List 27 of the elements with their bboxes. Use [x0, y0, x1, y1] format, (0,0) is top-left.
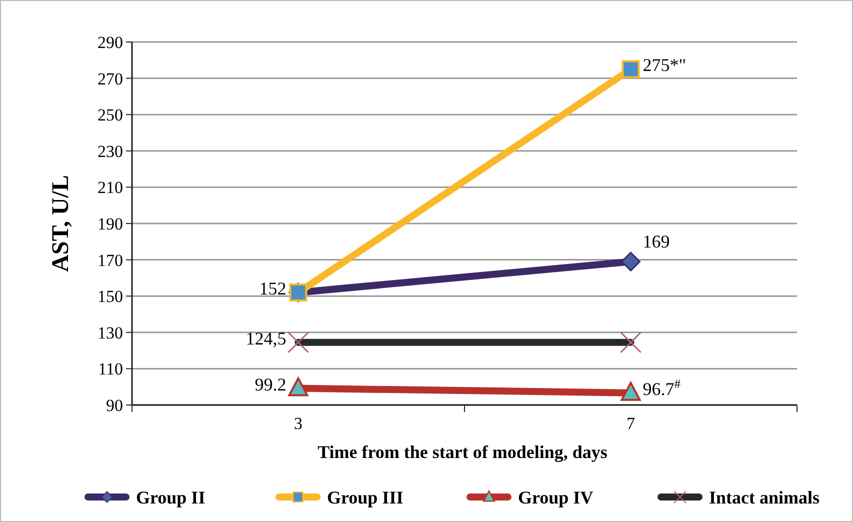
- y-tick-label: 110: [98, 360, 123, 379]
- data-label: 96.7$^{#}$: [642, 376, 682, 399]
- y-tick-label: 190: [98, 214, 123, 234]
- data-label: 275*": [642, 55, 686, 76]
- y-tick-label: 150: [98, 287, 123, 306]
- y-tick-label: 290: [98, 32, 123, 52]
- x-tick-label: 7: [626, 414, 636, 433]
- y-tick-label: 210: [98, 178, 123, 198]
- x-axis-title: Time from the start of modeling, days: [318, 442, 608, 462]
- legend-label: Intact animals: [709, 487, 820, 508]
- y-axis-title: AST, U/L: [48, 175, 74, 272]
- data-label: 124,5: [246, 328, 286, 348]
- point: [622, 60, 640, 78]
- data-label: 99.2: [254, 374, 286, 394]
- y-tick-label: 230: [98, 142, 123, 161]
- data-label: 152: [259, 278, 286, 298]
- data-label: 169: [642, 232, 670, 252]
- legend-label: Group II: [136, 487, 206, 508]
- y-tick-label: 270: [98, 69, 123, 88]
- legend-label: Group IV: [518, 487, 594, 508]
- y-tick-label: 170: [98, 250, 123, 270]
- x-tick-label: 3: [294, 414, 302, 433]
- y-tick-label: 90: [106, 396, 123, 415]
- y-tick-label: 130: [98, 323, 123, 342]
- point: [621, 252, 640, 272]
- y-tick-label: 250: [98, 106, 123, 125]
- legend-label: Group III: [327, 487, 404, 508]
